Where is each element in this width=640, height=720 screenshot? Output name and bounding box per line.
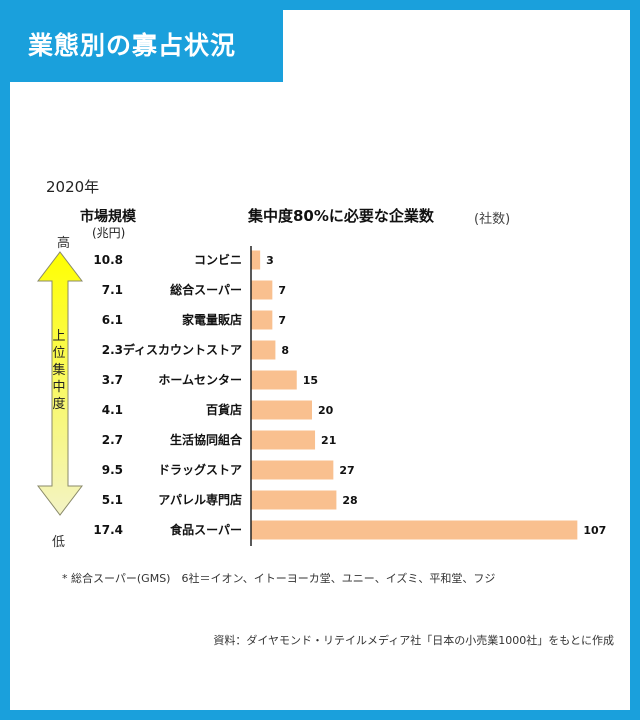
market-size-value: 9.5 <box>102 463 123 477</box>
value-label: 27 <box>339 464 354 477</box>
bar <box>251 370 297 390</box>
footnote: * 総合スーパー(GMS) 6社＝イオン、イトーヨーカ堂、ユニー、イズミ、平和堂… <box>62 572 496 585</box>
value-label: 20 <box>318 404 334 417</box>
page-title: 業態別の寡占状況 <box>10 10 283 82</box>
value-label: 107 <box>583 524 606 537</box>
chart-title: 集中度80%に必要な企業数 <box>248 207 434 225</box>
category-label: ドラッグストア <box>158 462 242 477</box>
market-size-value: 17.4 <box>93 523 123 537</box>
category-label: ディスカウントストア <box>123 342 242 357</box>
value-label: 3 <box>266 254 274 267</box>
category-label: 食品スーパー <box>169 522 242 537</box>
year-label: 2020年 <box>46 178 100 196</box>
source-note: 資料：ダイヤモンド・リテイルメディア社「日本の小売業1000社」をもとに作成 <box>213 634 614 647</box>
axis-high-label: 高 <box>57 236 71 251</box>
bar <box>251 460 334 480</box>
market-size-value: 3.7 <box>102 373 123 387</box>
value-label: 21 <box>321 434 336 447</box>
market-size-value: 2.7 <box>102 433 123 447</box>
double-arrow-icon <box>36 251 84 516</box>
chart-title-note: (社数) <box>474 212 511 227</box>
category-label: 生活協同組合 <box>170 432 243 447</box>
category-label: コンビニ <box>194 252 242 267</box>
value-label: 7 <box>278 284 286 297</box>
value-label: 28 <box>342 494 357 507</box>
chart-card <box>10 10 630 710</box>
value-label: 8 <box>281 344 289 357</box>
bar <box>251 310 273 330</box>
bar <box>251 250 261 270</box>
market-size-value: 2.3 <box>102 343 123 357</box>
market-size-value: 5.1 <box>102 493 123 507</box>
category-label: 百貨店 <box>206 402 242 417</box>
category-label: アパレル専門店 <box>158 492 242 507</box>
market-size-value: 6.1 <box>102 313 123 327</box>
value-label: 15 <box>303 374 318 387</box>
bar <box>251 430 316 450</box>
bar <box>251 490 337 510</box>
bar <box>251 280 273 300</box>
bar <box>251 520 578 540</box>
market-size-unit: (兆円) <box>92 226 126 240</box>
category-label: 総合スーパー <box>170 282 242 297</box>
category-label: ホームセンター <box>158 373 242 387</box>
market-size-header: 市場規模 <box>80 209 136 225</box>
market-size-value: 7.1 <box>102 283 123 297</box>
bar <box>251 400 312 420</box>
axis-middle-label: 上位集中度 <box>52 329 66 412</box>
bar <box>251 340 276 360</box>
axis-low-label: 低 <box>52 535 66 550</box>
category-label: 家電量販店 <box>182 312 242 327</box>
market-size-value: 10.8 <box>93 253 123 267</box>
value-label: 7 <box>278 314 286 327</box>
market-size-value: 4.1 <box>102 403 123 417</box>
